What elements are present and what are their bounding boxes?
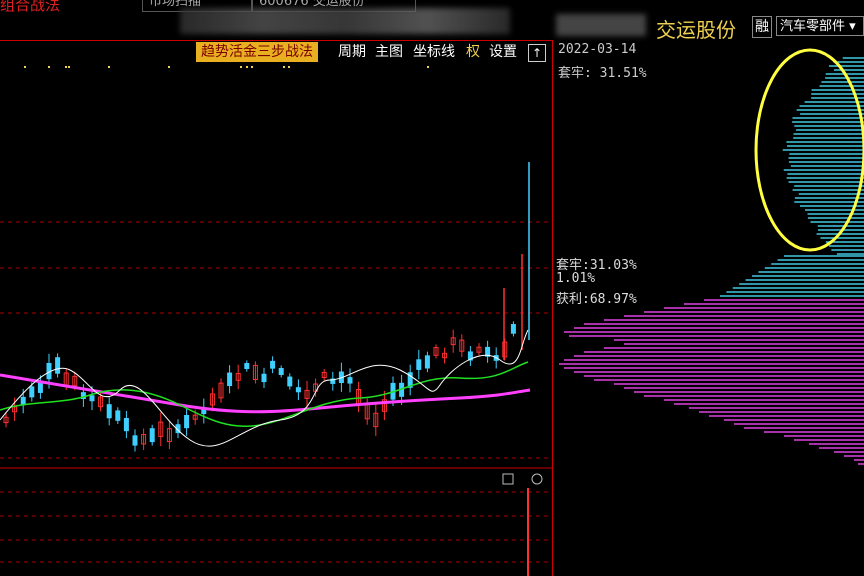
candle-body: [407, 372, 413, 388]
calculator-icon: [502, 473, 514, 485]
event-dot: [108, 66, 110, 68]
candle-body: [20, 396, 26, 406]
blurred-region-2: [556, 14, 646, 36]
settings-button[interactable]: 设置: [489, 44, 517, 60]
candle-body: [502, 341, 508, 358]
event-dot: [251, 66, 253, 68]
event-dot: [68, 66, 70, 68]
stock-name: 交运股份: [656, 18, 736, 42]
event-dot: [283, 66, 285, 68]
candle-body: [442, 352, 448, 359]
chip-date: 2022-03-14: [558, 42, 637, 57]
candle-body: [55, 357, 61, 374]
candle-body: [132, 435, 138, 446]
candle-body: [270, 360, 276, 369]
top-bar: 组合战法 市场扫描 600676 交运股份 交运股份 融 汽车零部件 ▾: [0, 0, 864, 42]
event-dot: [427, 66, 429, 68]
candle-body: [450, 337, 456, 346]
candle-body: [485, 346, 491, 357]
candle-body: [218, 382, 224, 399]
candle-body: [347, 377, 353, 384]
chip-trapped-top: 套牢: 31.51%: [558, 66, 647, 81]
candle-body: [381, 399, 387, 412]
candle-body: [184, 414, 190, 429]
strategy-title[interactable]: 组合战法: [0, 0, 61, 14]
axis-lines-button[interactable]: 坐标线: [413, 44, 455, 60]
candle-body: [166, 428, 172, 443]
up-arrow-icon[interactable]: ↑: [528, 44, 546, 62]
candle-body: [29, 386, 35, 398]
ma-fast-line: [0, 329, 529, 447]
event-dot: [288, 66, 290, 68]
event-dot: [168, 66, 170, 68]
candle-body: [467, 351, 473, 361]
candle-body: [3, 416, 9, 424]
candle-body: [235, 373, 241, 381]
candle-body: [330, 378, 336, 384]
candle-body: [459, 339, 465, 352]
candle-body: [149, 428, 155, 443]
period-button[interactable]: 周期: [338, 44, 366, 60]
candle-body: [476, 346, 482, 353]
candle-body: [106, 404, 112, 419]
margin-badge[interactable]: 融: [752, 16, 772, 38]
highlight-ellipse: [754, 48, 864, 252]
candle-body: [158, 421, 164, 437]
candle-body: [115, 410, 121, 421]
candle-body: [261, 373, 267, 383]
candle-body: [321, 371, 327, 378]
candle-body: [141, 434, 147, 445]
main-chart-button[interactable]: 主图: [375, 44, 403, 60]
candle-body: [192, 414, 198, 420]
candle-body: [123, 417, 129, 432]
divider: [0, 40, 552, 41]
candle-body: [89, 395, 95, 402]
candle-body: [510, 324, 516, 334]
candle-body: [433, 347, 439, 356]
candle-body: [252, 364, 258, 381]
candle-body: [209, 393, 215, 406]
blurred-region: [180, 8, 510, 34]
rights-button[interactable]: 权: [466, 44, 480, 60]
candle-body: [98, 396, 104, 408]
candle-body: [304, 389, 310, 399]
chip-mid: 1.01%: [556, 271, 596, 286]
candle-body: [424, 355, 430, 369]
candle-body: [72, 375, 78, 387]
event-dot: [246, 66, 248, 68]
zoom-icon: [531, 473, 543, 485]
candle-body: [244, 363, 250, 370]
candle-body: [80, 392, 86, 399]
event-dot: [65, 66, 67, 68]
chip-profit: 获利:68.97%: [556, 292, 637, 307]
candle-body: [373, 412, 379, 428]
candle-body: [287, 376, 293, 387]
event-dot: [24, 66, 26, 68]
chip-trapped: 套牢:31.03%: [556, 258, 637, 273]
panel-divider: [552, 40, 553, 576]
candle-body: [416, 359, 422, 370]
candle-body: [175, 424, 181, 434]
candle-body: [295, 387, 301, 393]
event-dot: [240, 66, 242, 68]
candle-body: [227, 372, 233, 387]
strategy-button[interactable]: 趋势活金三步战法: [196, 42, 318, 62]
event-dot: [48, 66, 50, 68]
candle-body: [278, 367, 284, 375]
